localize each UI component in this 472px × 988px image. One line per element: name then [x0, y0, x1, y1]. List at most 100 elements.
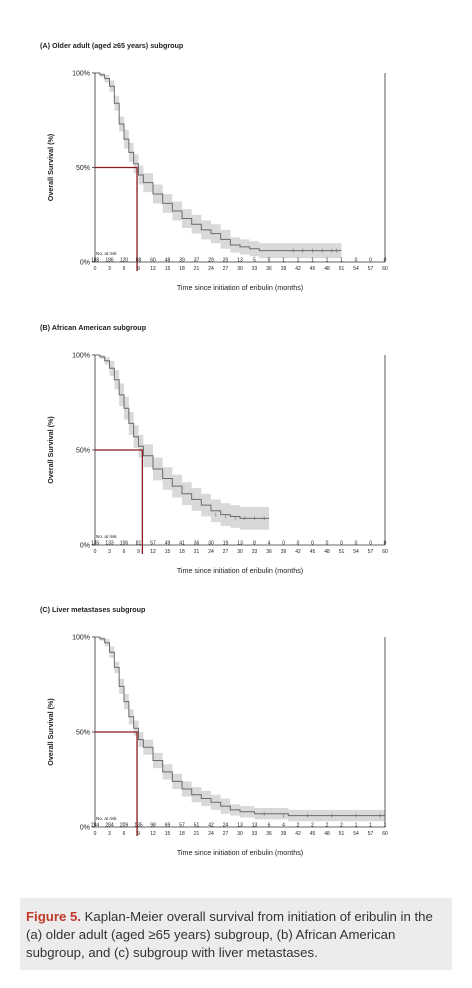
chart-2-at-risk-count: 106 [120, 541, 129, 547]
chart-3-y-tick-label: 0% [80, 825, 90, 832]
chart-3-x-tick-label: 15 [165, 831, 171, 837]
chart-2-title: (B) African American subgroup [40, 323, 147, 332]
chart-2-y-tick-label: 0% [80, 543, 90, 550]
chart-3-x-tick-label: 3 [108, 831, 111, 837]
km-charts: (A) Older adult (aged ≥65 years) subgrou… [40, 41, 388, 857]
chart-1-at-risk-count: 1 [311, 258, 314, 264]
chart-3-at-risk-count: 6 [268, 823, 271, 829]
chart-2-at-risk-count: 41 [179, 541, 185, 547]
chart-2-at-risk-label: No. at risk [96, 534, 117, 539]
chart-3-x-tick-label: 60 [382, 831, 388, 837]
figure-label: Figure 5. [26, 909, 81, 924]
chart-1-y-tick-label: 100% [72, 71, 90, 78]
chart-3-at-risk-count: 2 [311, 823, 314, 829]
chart-1-x-tick-label: 39 [281, 266, 287, 272]
chart-3-x-tick-label: 12 [150, 831, 156, 837]
chart-2-x-tick-label: 36 [266, 549, 272, 555]
chart-2-x-tick-label: 42 [295, 549, 301, 555]
chart-1-at-risk-count: 120 [120, 258, 129, 264]
chart-2-at-risk-count: 19 [223, 541, 229, 547]
chart-3-x-tick-label: 21 [194, 831, 200, 837]
chart-2-x-tick-label: 30 [237, 549, 243, 555]
chart-2-at-risk-count: 30 [208, 541, 214, 547]
chart-2-x-tick-label: 21 [194, 549, 200, 555]
chart-3-ci-band [95, 637, 385, 822]
chart-1-x-tick-label: 51 [339, 266, 345, 272]
chart-1-x-tick-label: 24 [208, 266, 214, 272]
chart-2-x-tick-label: 39 [281, 549, 287, 555]
chart-1-at-risk-count: 1 [340, 258, 343, 264]
chart-1-at-risk-count: 29 [208, 258, 214, 264]
chart-2-y-tick-label: 50% [76, 448, 90, 455]
chart-3-x-tick-label: 0 [94, 831, 97, 837]
chart-3-x-tick-label: 27 [223, 831, 229, 837]
chart-2-x-tick-label: 24 [208, 549, 214, 555]
figure-caption: Figure 5. Kaplan-Meier overall survival … [26, 908, 446, 962]
chart-3-x-tick-label: 30 [237, 831, 243, 837]
chart-1-x-tick-label: 27 [223, 266, 229, 272]
chart-2-at-risk-count: 0 [326, 541, 329, 547]
chart-3-x-tick-label: 18 [179, 831, 185, 837]
chart-3-at-risk-label: No. at risk [96, 816, 117, 821]
chart-1-x-axis-label: Time since initiation of eribulin (month… [177, 283, 303, 292]
chart-2-survival-curve [95, 354, 269, 519]
chart-1-at-risk-count: 20 [223, 258, 229, 264]
chart-2-x-tick-label: 18 [179, 549, 185, 555]
chart-2-at-risk-count: 133 [105, 541, 114, 547]
chart-1-x-tick-label: 18 [179, 266, 185, 272]
chart-1-at-risk-count: 188 [91, 258, 100, 264]
chart-2-at-risk-count: 0 [369, 541, 372, 547]
chart-1-at-risk-count: 5 [253, 258, 256, 264]
chart-2-at-risk-count: 0 [297, 541, 300, 547]
chart-1-x-tick-label: 21 [194, 266, 200, 272]
chart-1-at-risk-count: 60 [150, 258, 156, 264]
chart-3-x-tick-label: 39 [281, 831, 287, 837]
chart-3-at-risk-count: 13 [237, 823, 243, 829]
chart-1-at-risk-count: 1 [282, 258, 285, 264]
chart-1-median-line [95, 166, 138, 271]
chart-1-at-risk-count: 1 [297, 258, 300, 264]
chart-3-y-axis-label: Overall Survival (%) [46, 698, 55, 766]
chart-3-at-risk-count: 1 [369, 823, 372, 829]
chart-1-x-tick-label: 3 [108, 266, 111, 272]
chart-1-x-tick-label: 36 [266, 266, 272, 272]
chart-1-x-tick-label: 48 [324, 266, 330, 272]
chart-2-x-tick-label: 51 [339, 549, 345, 555]
chart-2-at-risk-count: 81 [136, 541, 142, 547]
chart-3-title: (C) Liver metastases subgroup [40, 605, 146, 614]
chart-2-x-tick-label: 6 [123, 549, 126, 555]
chart-2-x-tick-label: 3 [108, 549, 111, 555]
chart-1-x-tick-label: 12 [150, 266, 156, 272]
chart-3-x-tick-label: 54 [353, 831, 359, 837]
chart-1-at-risk-count: 0 [355, 258, 358, 264]
chart-3-survival-curve [95, 636, 385, 817]
chart-2-at-risk-count: 135 [91, 541, 100, 547]
chart-1-x-tick-label: 60 [382, 266, 388, 272]
chart-1-x-tick-label: 54 [353, 266, 359, 272]
chart-2-x-tick-label: 9 [137, 549, 140, 555]
chart-1-x-tick-label: 45 [310, 266, 316, 272]
chart-1-x-tick-label: 42 [295, 266, 301, 272]
chart-3-x-tick-label: 36 [266, 831, 272, 837]
chart-1-x-tick-label: 15 [165, 266, 171, 272]
chart-2-at-risk-count: 13 [237, 541, 243, 547]
chart-2-x-axis-label: Time since initiation of eribulin (month… [177, 566, 303, 575]
chart-2-at-risk-count: 0 [355, 541, 358, 547]
chart-2-at-risk-count: 36 [194, 541, 200, 547]
chart-1-at-risk-count: 5 [268, 258, 271, 264]
chart-2-at-risk-count: 0 [340, 541, 343, 547]
chart-1-at-risk-count: 0 [369, 258, 372, 264]
chart-3-x-tick-label: 9 [137, 831, 140, 837]
chart-3-at-risk-count: 135 [134, 823, 143, 829]
chart-2-at-risk-count: 57 [150, 541, 156, 547]
chart-2-ci-band [95, 355, 269, 530]
chart-3-at-risk-count: 1 [355, 823, 358, 829]
chart-2-x-tick-label: 54 [353, 549, 359, 555]
chart-1-y-tick-label: 0% [80, 260, 90, 267]
chart-3-x-tick-label: 51 [339, 831, 345, 837]
chart-1-at-risk-count: 0 [384, 258, 387, 264]
chart-2-x-tick-label: 27 [223, 549, 229, 555]
chart-2-x-tick-label: 57 [368, 549, 374, 555]
chart-3-at-risk-count: 2 [297, 823, 300, 829]
chart-1-at-risk-count: 48 [165, 258, 171, 264]
